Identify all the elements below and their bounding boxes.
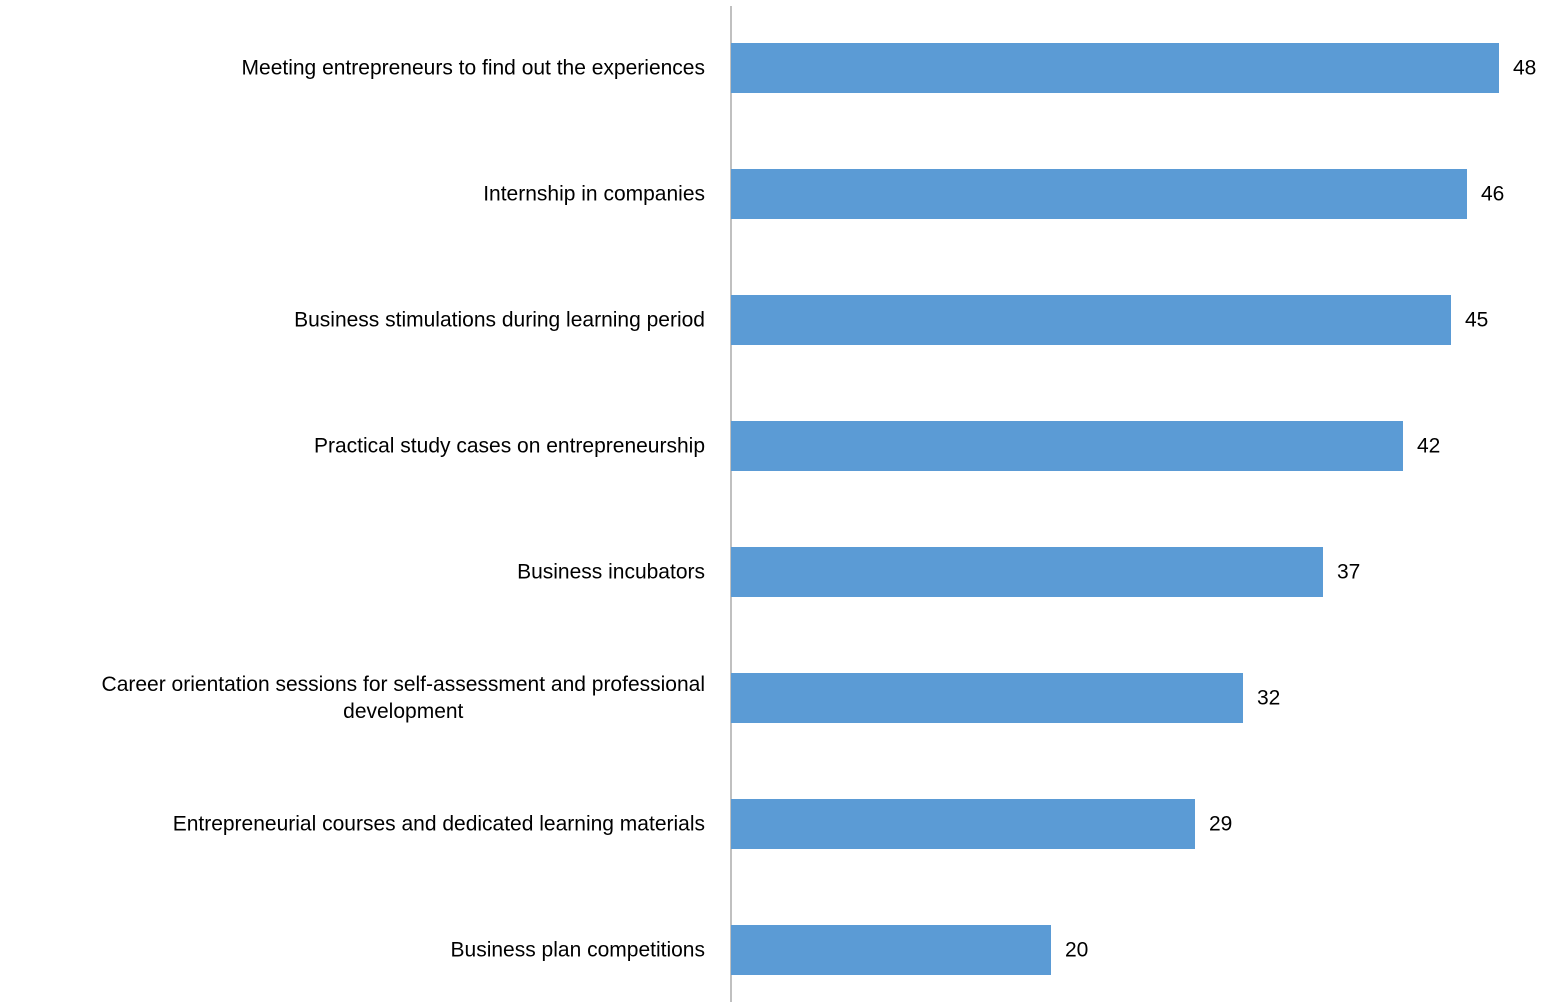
data-label: 45 — [1465, 309, 1488, 332]
category-label: Business stimulations during learning pe… — [294, 309, 705, 332]
bar — [731, 925, 1051, 975]
bar — [731, 547, 1323, 597]
data-label: 20 — [1065, 939, 1088, 962]
data-label: 42 — [1417, 435, 1440, 458]
category-label: Internship in companies — [483, 183, 705, 206]
data-label: 37 — [1337, 561, 1360, 584]
category-label: Entrepreneurial courses and dedicated le… — [173, 813, 705, 836]
data-label: 48 — [1513, 57, 1536, 80]
data-label: 32 — [1257, 687, 1280, 710]
category-label: Business incubators — [517, 561, 705, 584]
category-label: Practical study cases on entrepreneurshi… — [314, 435, 705, 458]
bar — [731, 799, 1195, 849]
data-label: 46 — [1481, 183, 1504, 206]
category-label: Meeting entrepreneurs to find out the ex… — [242, 57, 705, 80]
bar — [731, 295, 1451, 345]
bar — [731, 673, 1243, 723]
bar — [731, 43, 1499, 93]
category-label: Career orientation sessions for self-ass… — [102, 673, 705, 723]
bar — [731, 421, 1403, 471]
bar — [731, 169, 1467, 219]
data-label: 29 — [1209, 813, 1232, 836]
category-label: Business plan competitions — [451, 939, 705, 962]
